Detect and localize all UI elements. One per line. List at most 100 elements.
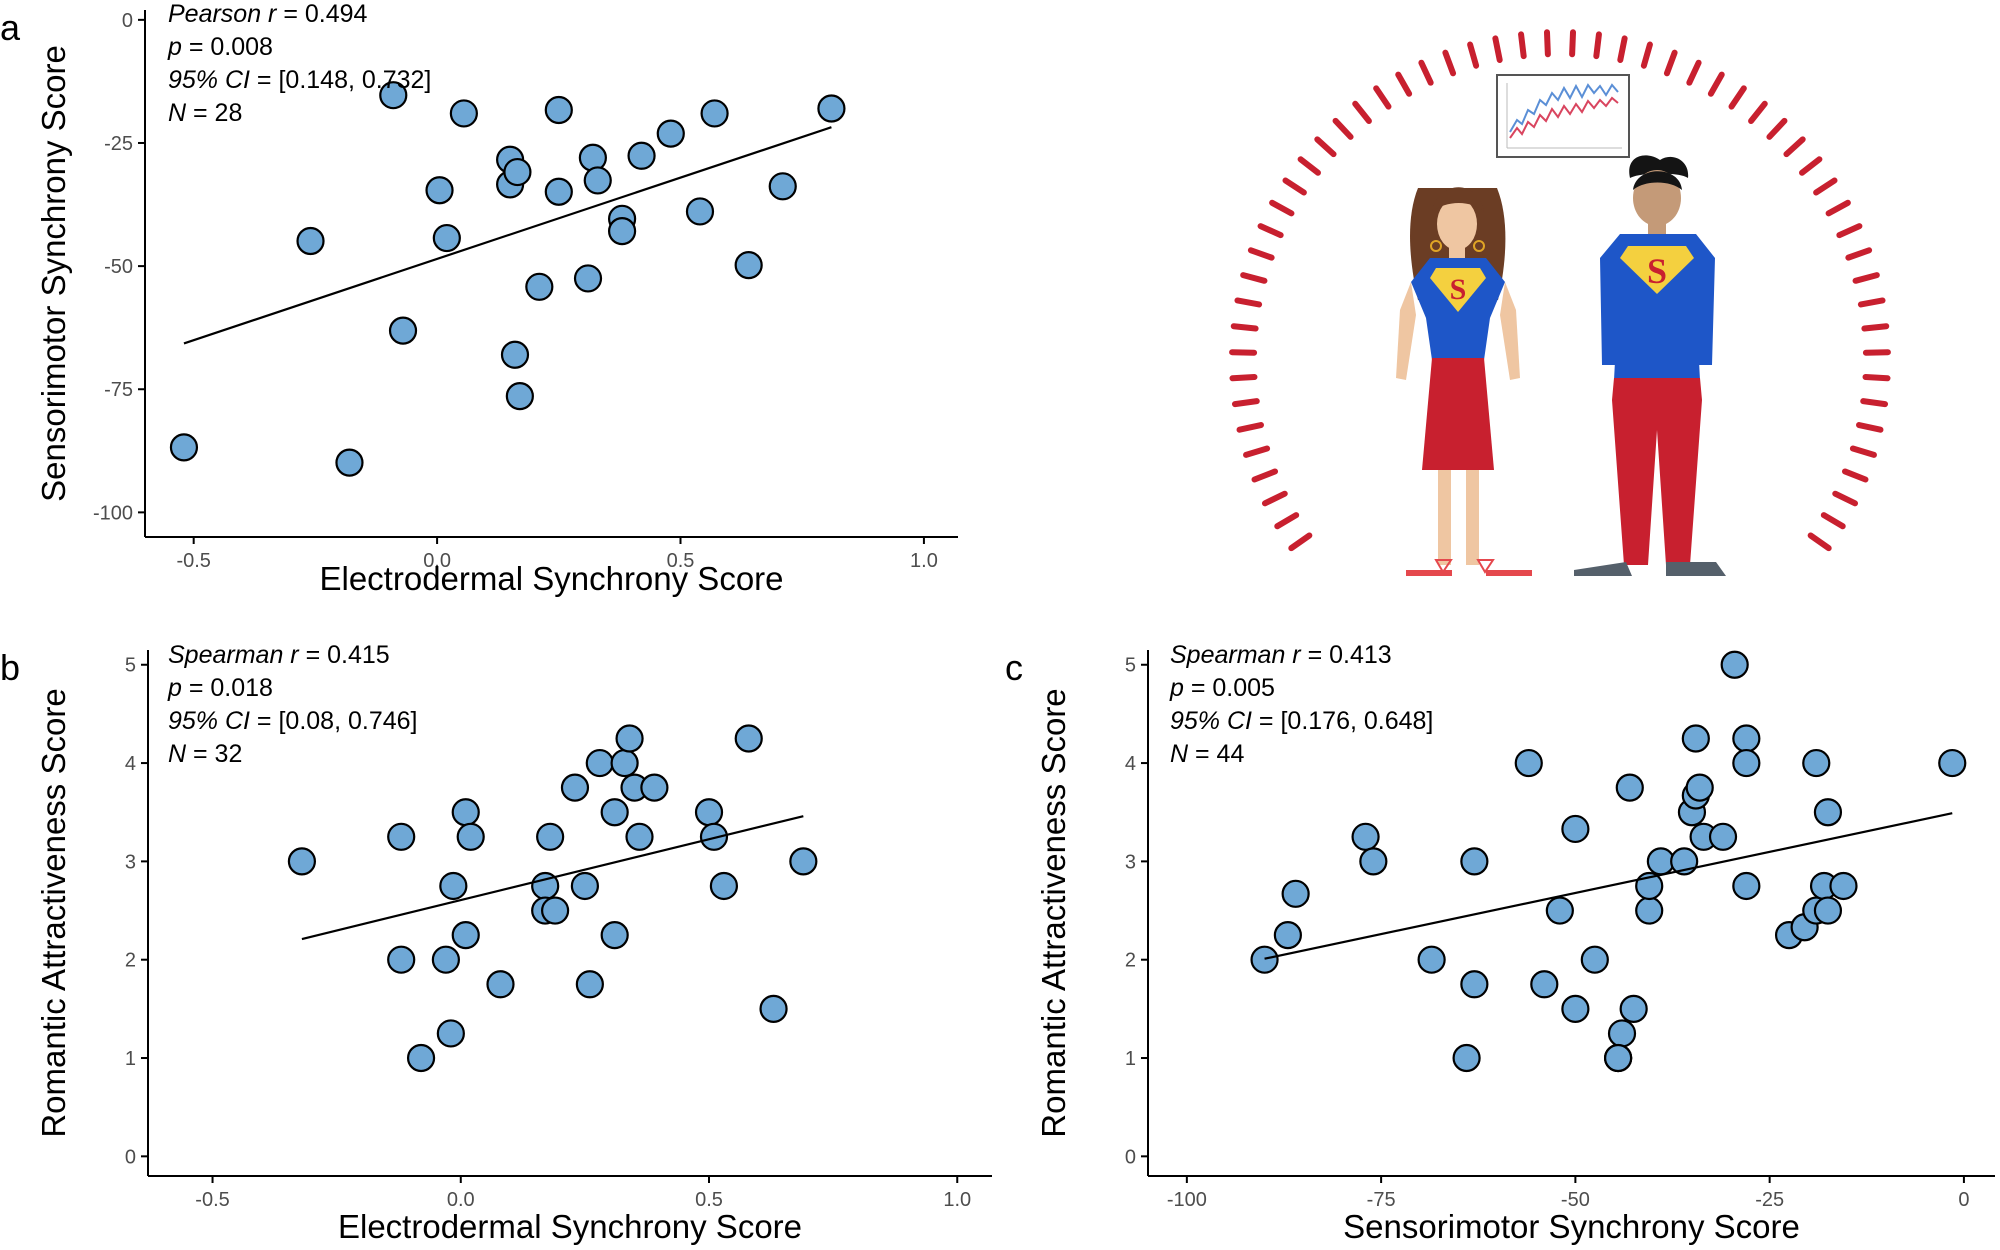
y-tick-label: 1 <box>1125 1048 1136 1070</box>
x-tick-label: 1.0 <box>910 550 938 572</box>
stat-value: = 0.413 <box>1301 641 1392 669</box>
data-point <box>1813 896 1843 925</box>
ring-dash <box>1261 490 1288 507</box>
x-tick-label: -100 <box>1167 1189 1207 1211</box>
data-point <box>1732 748 1761 778</box>
data-point <box>583 166 612 195</box>
y-tick-label: 4 <box>125 753 136 775</box>
stat-value: = 0.415 <box>299 641 390 669</box>
data-point <box>1460 970 1489 999</box>
stat-value: = 0.005 <box>1184 674 1275 702</box>
x-tick-label: 0.0 <box>447 1189 475 1211</box>
ring-dash <box>1862 373 1891 382</box>
stat-value: = 32 <box>186 740 242 768</box>
ring-dash <box>1841 468 1869 483</box>
data-point <box>1460 847 1489 876</box>
data-point <box>451 921 480 950</box>
data-point <box>640 773 669 802</box>
ring-dash <box>1783 136 1806 158</box>
data-point <box>379 81 408 110</box>
y-tick-label: 0 <box>125 1146 136 1168</box>
data-point <box>287 847 317 876</box>
ring-dash <box>1799 156 1823 176</box>
stat-line: 95% CI = [0.148, 0.732] <box>168 66 431 94</box>
stat-label: p <box>167 33 182 61</box>
data-point <box>432 223 461 253</box>
data-point <box>1580 945 1609 974</box>
data-point <box>1359 847 1388 876</box>
x-tick-label: 0.5 <box>667 550 695 572</box>
svg-text:S: S <box>1647 251 1667 291</box>
stat-label: Pearson r <box>168 0 278 28</box>
ring-dash <box>1852 272 1880 284</box>
data-point <box>1514 748 1543 778</box>
ring-dash <box>1807 532 1832 552</box>
stat-value: = [0.176, 0.648] <box>1252 707 1433 735</box>
ring-dash <box>1442 49 1457 77</box>
ring-dash <box>1861 323 1890 332</box>
y-tick-label: 5 <box>125 655 136 677</box>
data-point <box>1635 896 1664 925</box>
data-point <box>1681 724 1710 753</box>
ring-dash <box>1856 422 1884 433</box>
data-point <box>573 264 603 293</box>
data-point <box>456 822 485 851</box>
stat-label: p <box>1169 674 1184 702</box>
regression-line <box>301 815 804 941</box>
data-point <box>1708 822 1738 851</box>
stat-value: = 28 <box>186 99 242 127</box>
stat-label: Spearman r <box>168 641 300 669</box>
stat-line: 95% CI = [0.176, 0.648] <box>1170 707 1433 735</box>
data-point <box>600 798 629 827</box>
ring-dash <box>1314 136 1337 158</box>
data-point <box>615 724 644 753</box>
ring-dash <box>1418 59 1434 86</box>
data-point <box>575 970 604 999</box>
data-point <box>431 945 460 974</box>
y-tick-label: 5 <box>1125 655 1136 677</box>
stat-line: Spearman r = 0.413 <box>1170 641 1392 669</box>
ring-dash <box>1748 100 1768 124</box>
stat-line: Spearman r = 0.415 <box>168 641 390 669</box>
data-point <box>1813 798 1843 827</box>
y-tick-label: -100 <box>93 502 133 524</box>
scatter-chart-b: 0 1 2 3 4 5 -0.5 0.0 0.5 1.0 Electrodermal Synchro… <box>35 641 992 1245</box>
y-tick-label: -50 <box>104 256 133 278</box>
ring-dash <box>1845 247 1873 261</box>
stat-value: = 0.008 <box>182 33 273 61</box>
synchrony-ring <box>1229 29 1891 552</box>
data-point <box>610 748 639 778</box>
panel-label-c: c <box>1005 647 1023 688</box>
couple-illustration: S S <box>1229 29 1891 576</box>
ring-dash <box>1849 445 1877 458</box>
x-tick-label: -0.5 <box>195 1189 229 1211</box>
data-point <box>525 272 554 301</box>
ring-dash <box>1640 41 1653 69</box>
panel-label-b: b <box>0 647 20 688</box>
stat-line: N = 32 <box>168 740 242 768</box>
ring-dash <box>1825 199 1851 217</box>
ring-dash <box>1728 85 1747 110</box>
data-point <box>694 798 724 827</box>
y-tick-label: 2 <box>125 950 136 972</box>
data-point <box>570 871 599 901</box>
stat-value: = 0.494 <box>276 0 367 28</box>
x-tick-label: -0.5 <box>176 550 210 572</box>
data-point <box>1561 994 1590 1023</box>
ring-dash <box>1240 272 1268 284</box>
stat-line: 95% CI = [0.08, 0.746] <box>168 707 417 735</box>
data-point <box>1732 724 1761 753</box>
data-point <box>169 433 199 462</box>
stat-value: = [0.148, 0.732] <box>250 66 431 94</box>
data-point <box>1452 1043 1481 1073</box>
data-point <box>1351 822 1380 851</box>
y-tick-label: 3 <box>125 851 136 873</box>
data-point <box>560 773 590 802</box>
y-tick-label: 1 <box>125 1048 136 1070</box>
data-point <box>768 172 797 201</box>
ring-dash <box>1766 117 1788 140</box>
data-point <box>449 99 478 128</box>
stat-line: Pearson r = 0.494 <box>168 0 368 28</box>
ring-dash <box>1243 445 1271 458</box>
ring-dash <box>1569 29 1577 58</box>
